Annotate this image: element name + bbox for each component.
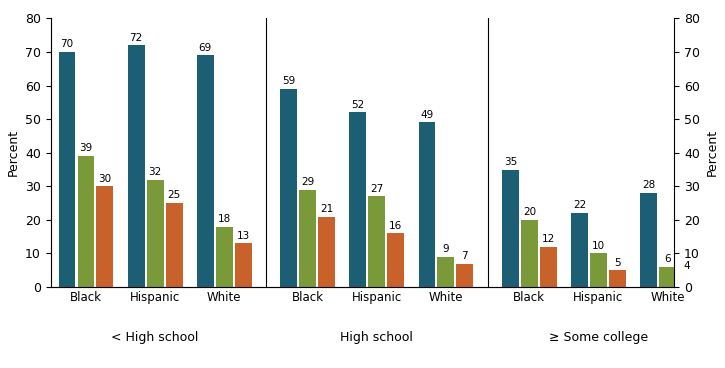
- Text: 35: 35: [504, 157, 517, 167]
- Bar: [571, 213, 588, 287]
- Bar: [678, 274, 695, 287]
- Text: 4: 4: [683, 261, 690, 271]
- Bar: [299, 190, 316, 287]
- Text: 7: 7: [462, 251, 468, 261]
- Bar: [165, 203, 183, 287]
- Text: 27: 27: [370, 184, 384, 194]
- Bar: [235, 243, 252, 287]
- Text: 32: 32: [149, 167, 162, 177]
- Bar: [437, 257, 455, 287]
- Bar: [640, 193, 657, 287]
- Bar: [146, 180, 164, 287]
- Y-axis label: Percent: Percent: [705, 129, 718, 176]
- Text: High school: High school: [340, 332, 413, 344]
- Text: 5: 5: [614, 258, 621, 268]
- Bar: [368, 197, 385, 287]
- Text: 20: 20: [523, 207, 536, 217]
- Bar: [281, 89, 297, 287]
- Bar: [540, 247, 557, 287]
- Bar: [59, 52, 75, 287]
- Y-axis label: Percent: Percent: [7, 129, 20, 176]
- Text: 28: 28: [642, 180, 655, 190]
- Text: 39: 39: [79, 144, 93, 153]
- Text: 10: 10: [592, 241, 605, 251]
- Text: 30: 30: [99, 174, 112, 184]
- Text: 22: 22: [573, 201, 586, 210]
- Bar: [457, 263, 473, 287]
- Bar: [128, 45, 144, 287]
- Bar: [659, 267, 676, 287]
- Text: 59: 59: [282, 76, 295, 86]
- Bar: [590, 254, 607, 287]
- Text: 18: 18: [218, 214, 231, 224]
- Bar: [521, 220, 538, 287]
- Text: 69: 69: [199, 43, 212, 53]
- Bar: [502, 170, 519, 287]
- Text: 70: 70: [60, 39, 73, 49]
- Bar: [78, 156, 94, 287]
- Bar: [196, 55, 214, 287]
- Bar: [349, 113, 366, 287]
- Text: 29: 29: [301, 177, 314, 187]
- Text: ≥ Some college: ≥ Some college: [549, 332, 648, 344]
- Text: 16: 16: [389, 221, 402, 231]
- Bar: [387, 233, 405, 287]
- Text: 13: 13: [236, 231, 250, 241]
- Text: 9: 9: [443, 244, 450, 254]
- Text: 21: 21: [320, 204, 334, 214]
- Text: < High school: < High school: [112, 332, 199, 344]
- Text: 12: 12: [542, 234, 555, 244]
- Text: 6: 6: [664, 254, 671, 264]
- Text: 52: 52: [351, 100, 365, 110]
- Bar: [96, 186, 113, 287]
- Bar: [318, 216, 335, 287]
- Bar: [418, 123, 436, 287]
- Bar: [216, 227, 233, 287]
- Text: 72: 72: [130, 33, 143, 43]
- Text: 25: 25: [167, 190, 181, 201]
- Bar: [609, 270, 626, 287]
- Text: 49: 49: [420, 110, 434, 120]
